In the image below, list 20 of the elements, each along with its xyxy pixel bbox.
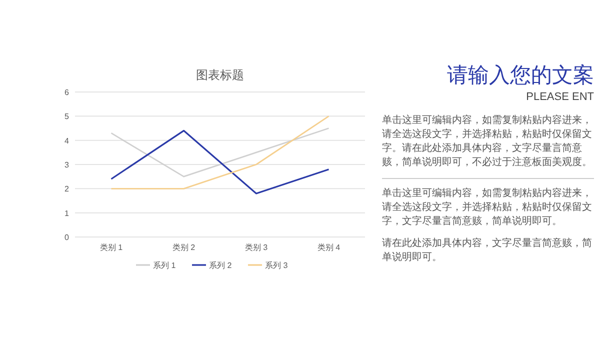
y-tick-label: 6 <box>64 88 70 97</box>
y-tick-label: 4 <box>64 136 70 146</box>
x-tick-label: 类别 2 <box>172 243 196 252</box>
legend-label: 系列 1 <box>153 261 176 270</box>
y-tick-label: 5 <box>64 112 70 122</box>
x-tick-label: 类别 1 <box>100 243 124 252</box>
y-tick-label: 3 <box>64 160 70 170</box>
x-tick-label: 类别 4 <box>317 243 341 252</box>
text: 单击这里可编辑内容，如需复制粘贴内容进来，请全选这段文字，并选择粘贴，粘贴时仅保留文字，文字尽量言简意赅，简单说明即可。 <box>382 187 593 229</box>
text: PLEASE ENT <box>525 90 594 104</box>
y-tick-label: 0 <box>64 233 70 242</box>
legend-label: 系列 2 <box>209 261 232 270</box>
y-tick-label: 1 <box>64 208 70 218</box>
chart-title: 图表标题 <box>196 68 244 82</box>
x-tick-label: 类别 3 <box>244 243 268 252</box>
text: 请在此处添加具体内容，文字尽量言简意赅，简单说明即可。 <box>382 237 593 265</box>
legend-label: 系列 3 <box>265 261 288 270</box>
text: 请输入您的文案 <box>446 63 594 89</box>
y-tick-label: 2 <box>64 184 70 194</box>
text: 单击这里可编辑内容，如需复制粘贴内容进来，请全选这段文字，并选择粘贴，粘贴时仅保留文字。请在此处添加具体内容，文字尽量言简意赅，简单说明即可，不必过于注意板面美观度。 <box>382 114 593 170</box>
